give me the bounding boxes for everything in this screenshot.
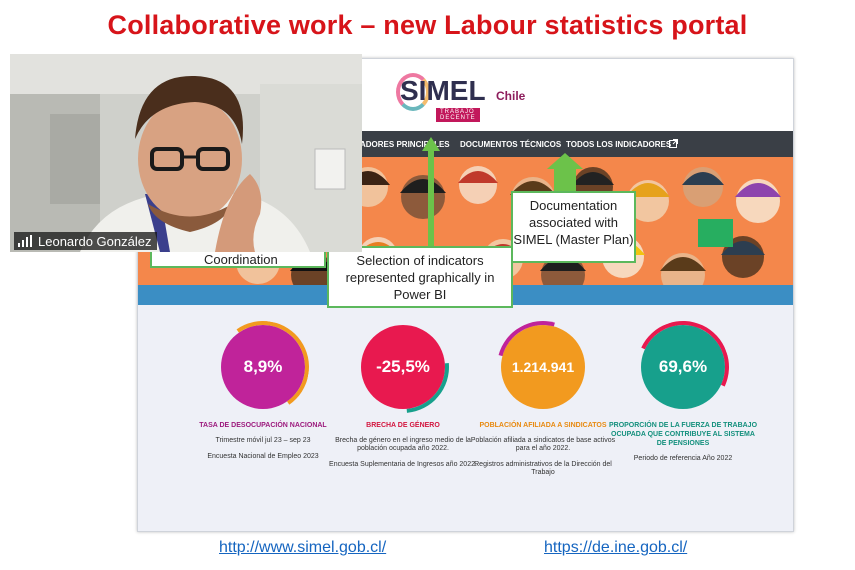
indicator-value: 8,9%: [243, 357, 283, 376]
indicator-circle: 1.214.941: [480, 304, 606, 430]
external-link-icon[interactable]: [669, 139, 678, 148]
indicator-source: Encuesta Suplementaria de Ingresos año 2…: [329, 461, 477, 468]
nav-item-todos-indicadores[interactable]: TODOS LOS INDICADORES: [566, 140, 672, 149]
logo-text: SIMEL: [400, 75, 486, 106]
indicator-ring: [209, 313, 317, 421]
nav-item-documentos-tecnicos[interactable]: DOCUMENTOS TÉCNICOS: [460, 140, 562, 149]
link-ine[interactable]: https://de.ine.gob.cl/: [544, 539, 688, 556]
indicator-title: PROPORCIÓN DE LA FUERZA DE TRABAJO OCUPA…: [608, 422, 758, 447]
callout-documentation: Documentation associated with SIMEL (Mas…: [511, 191, 636, 263]
logo-country: Chile: [496, 89, 526, 103]
nav-item-indicadores-principales[interactable]: ADORES PRINCIPALES: [360, 140, 450, 149]
indicator-source: Encuesta Nacional de Empleo 2023: [207, 453, 319, 460]
webcam-video: Leonardo González: [10, 54, 362, 252]
indicator-ring: [338, 302, 468, 432]
slide-title: Collaborative work – new Labour statisti…: [107, 10, 748, 40]
indicator-circle: 69,6%: [624, 308, 742, 426]
indicator-card-brecha[interactable]: -25,5% BRECHA DE GÉNERO Brecha de género…: [328, 302, 478, 469]
indicator-desc: Población afiliada a sindicatos de base …: [470, 437, 616, 452]
indicator-desc: Trimestre móvil jul 23 – sep 23: [215, 437, 311, 444]
indicator-desc: Brecha de género en el ingreso medio de …: [335, 437, 471, 452]
indicator-circle: 8,9%: [209, 313, 317, 421]
indicator-card-pensiones[interactable]: 69,6% PROPORCIÓN DE LA FUERZA DE TRABAJO…: [608, 308, 758, 471]
arrow-documentation-icon: [547, 153, 583, 169]
logo-tagline: TRABAJO DECENTE: [436, 108, 480, 122]
indicator-value: 1.214.941: [511, 359, 575, 375]
signal-bars-icon: [18, 235, 32, 247]
arrow-indicators-shaft: [428, 150, 434, 250]
arrow-indicators-icon: [422, 137, 440, 151]
indicator-circle: -25,5%: [338, 302, 468, 432]
indicator-desc: Periodo de referencia Año 2022: [633, 455, 733, 462]
callout-indicators: Selection of indicators represented grap…: [327, 246, 513, 308]
arrow-documentation-shaft: [554, 168, 576, 192]
indicator-card-desocupacion[interactable]: 8,9% TASA DE DESOCUPACIÓN NACIONAL Trime…: [188, 313, 338, 461]
indicator-source: Registros administrativos de la Direcció…: [474, 461, 612, 476]
webcam-person-image: [10, 54, 362, 252]
indicator-title: TASA DE DESOCUPACIÓN NACIONAL: [199, 422, 327, 429]
indicator-cards: 8,9% TASA DE DESOCUPACIÓN NACIONAL Trime…: [138, 302, 793, 531]
participant-name: Leonardo González: [38, 233, 152, 249]
link-simel[interactable]: http://www.simel.gob.cl/: [219, 539, 387, 556]
callout-coordination: Coordination: [150, 250, 326, 268]
indicator-title: BRECHA DE GÉNERO: [366, 422, 440, 429]
logo-swirl-icon: [396, 73, 430, 111]
participant-name-tag: Leonardo González: [14, 232, 158, 250]
indicator-value: -25,5%: [376, 357, 430, 376]
indicator-title: POBLACIÓN AFILIADA A SINDICATOS: [479, 422, 607, 429]
indicator-ring: [624, 308, 742, 426]
indicator-card-sindicatos[interactable]: 1.214.941 POBLACIÓN AFILIADA A SINDICATO…: [468, 304, 618, 477]
indicator-ring: [480, 304, 606, 430]
indicator-value: 69,6%: [658, 357, 708, 376]
